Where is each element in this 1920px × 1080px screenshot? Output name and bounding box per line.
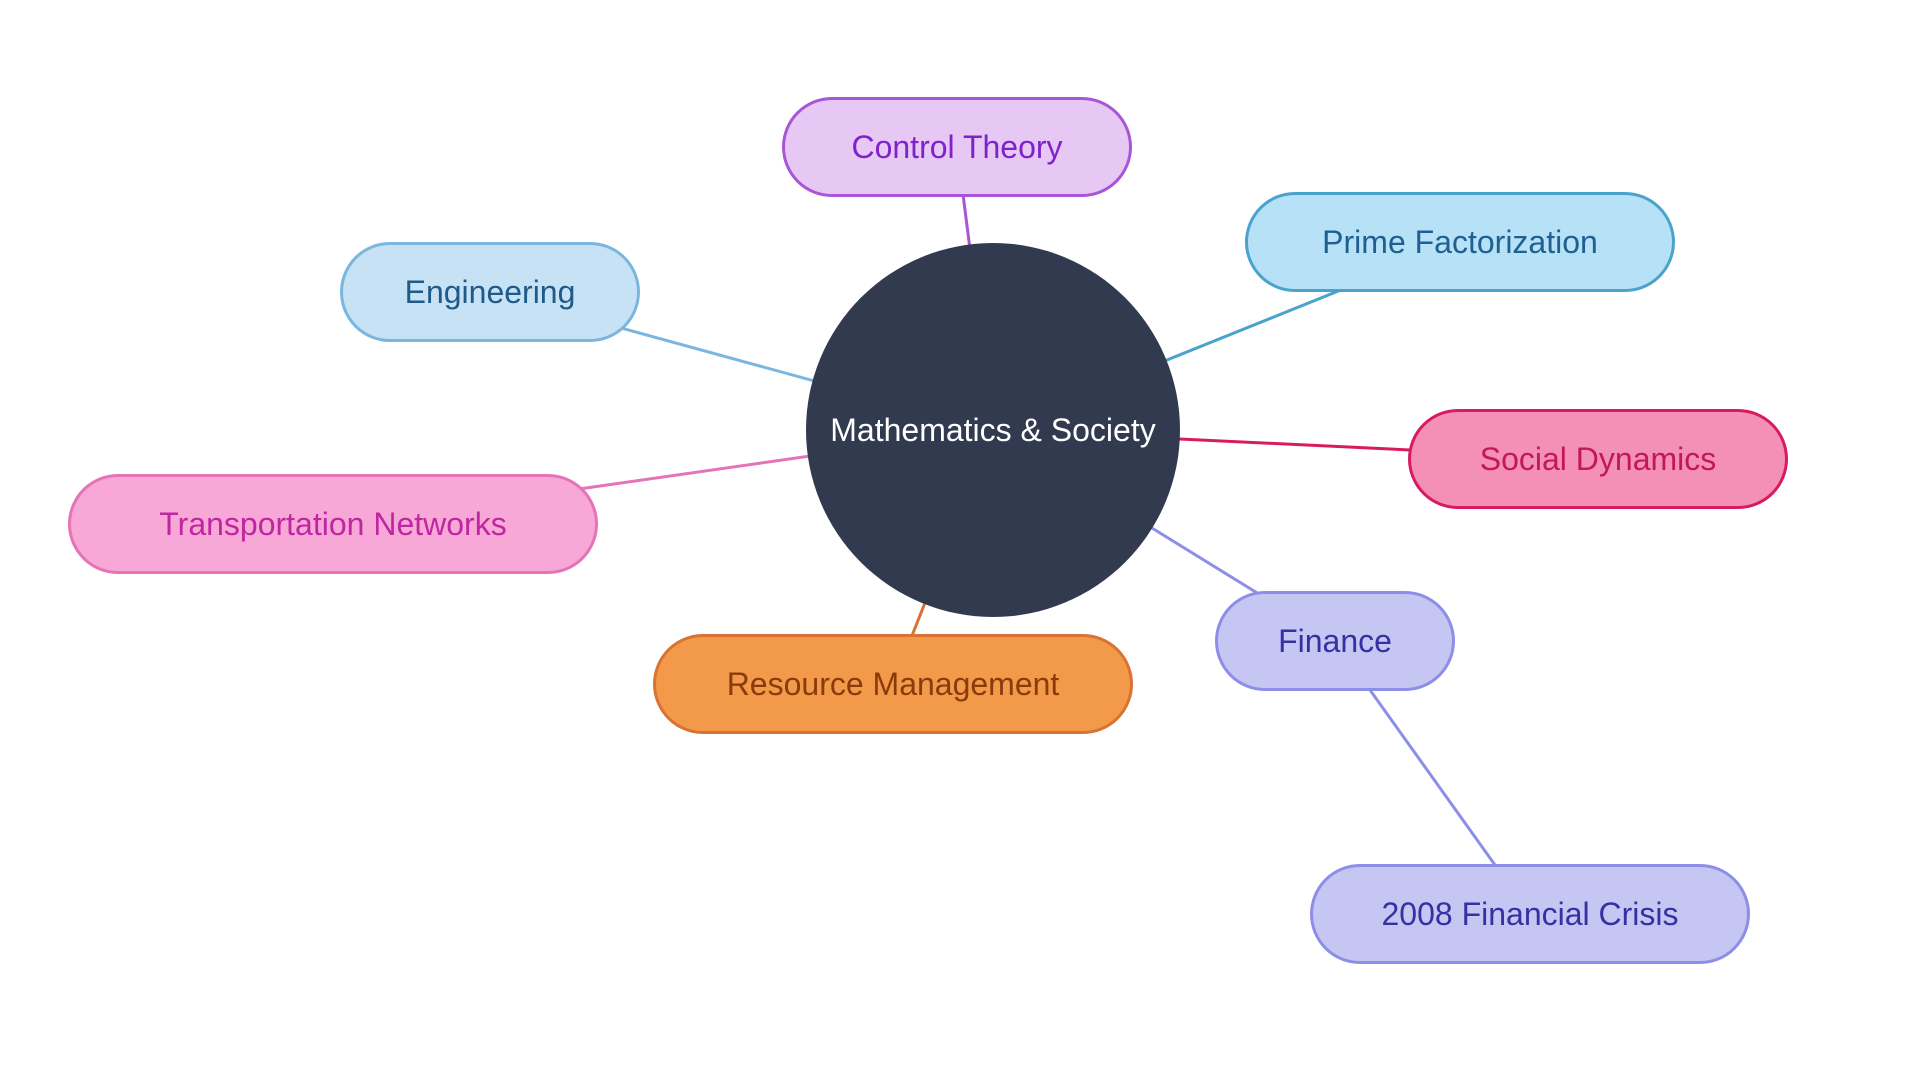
center-node: Mathematics & Society: [806, 243, 1180, 617]
branch-node-label: Finance: [1278, 623, 1392, 660]
branch-node-resource-management: Resource Management: [653, 634, 1133, 734]
branch-node-social-dynamics: Social Dynamics: [1408, 409, 1788, 509]
branch-node-label: Control Theory: [851, 129, 1062, 166]
branch-node-transportation-networks: Transportation Networks: [68, 474, 598, 574]
branch-node-control-theory: Control Theory: [782, 97, 1132, 197]
branch-node-label: Prime Factorization: [1322, 224, 1598, 261]
branch-node-label: Transportation Networks: [159, 506, 506, 543]
branch-node-label: 2008 Financial Crisis: [1381, 896, 1678, 933]
branch-node-engineering: Engineering: [340, 242, 640, 342]
branch-node-finance: Finance: [1215, 591, 1455, 691]
branch-node-prime-factorization: Prime Factorization: [1245, 192, 1675, 292]
mindmap-canvas: Mathematics & Society Control Theory Prime…: [0, 0, 1920, 1080]
branch-node-financial-crisis: 2008 Financial Crisis: [1310, 864, 1750, 964]
center-node-label: Mathematics & Society: [830, 412, 1155, 449]
branch-node-label: Social Dynamics: [1480, 441, 1717, 478]
branch-node-label: Resource Management: [727, 666, 1060, 703]
branch-node-label: Engineering: [405, 274, 576, 311]
